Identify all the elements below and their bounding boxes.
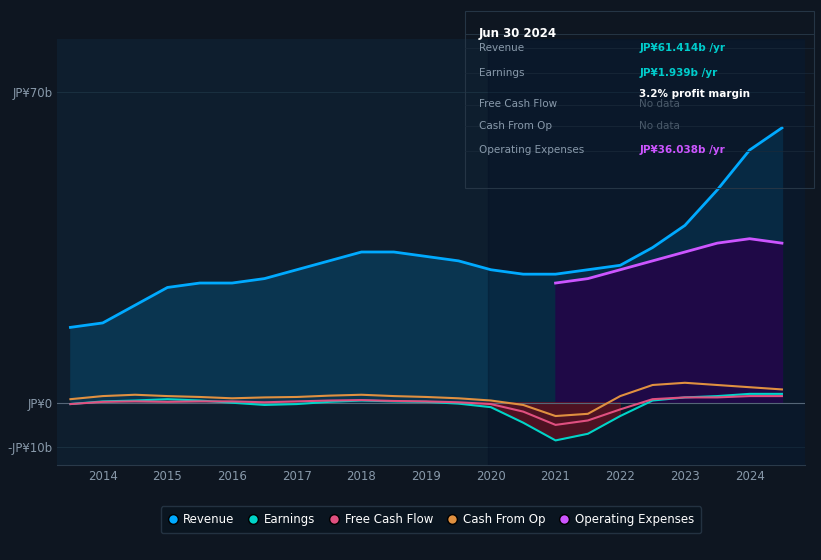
Text: JP¥1.939b /yr: JP¥1.939b /yr — [639, 68, 718, 78]
Text: No data: No data — [639, 120, 680, 130]
Legend: Revenue, Earnings, Free Cash Flow, Cash From Op, Operating Expenses: Revenue, Earnings, Free Cash Flow, Cash … — [161, 506, 701, 533]
Text: Cash From Op: Cash From Op — [479, 120, 552, 130]
Bar — [488, 39, 821, 465]
Text: 3.2% profit margin: 3.2% profit margin — [639, 89, 750, 99]
Text: Free Cash Flow: Free Cash Flow — [479, 100, 557, 109]
Text: Revenue: Revenue — [479, 43, 524, 53]
Text: Operating Expenses: Operating Expenses — [479, 145, 584, 155]
Text: JP¥61.414b /yr: JP¥61.414b /yr — [639, 43, 725, 53]
Text: Earnings: Earnings — [479, 68, 524, 78]
Text: Jun 30 2024: Jun 30 2024 — [479, 27, 557, 40]
Text: JP¥36.038b /yr: JP¥36.038b /yr — [639, 145, 725, 155]
Text: No data: No data — [639, 100, 680, 109]
